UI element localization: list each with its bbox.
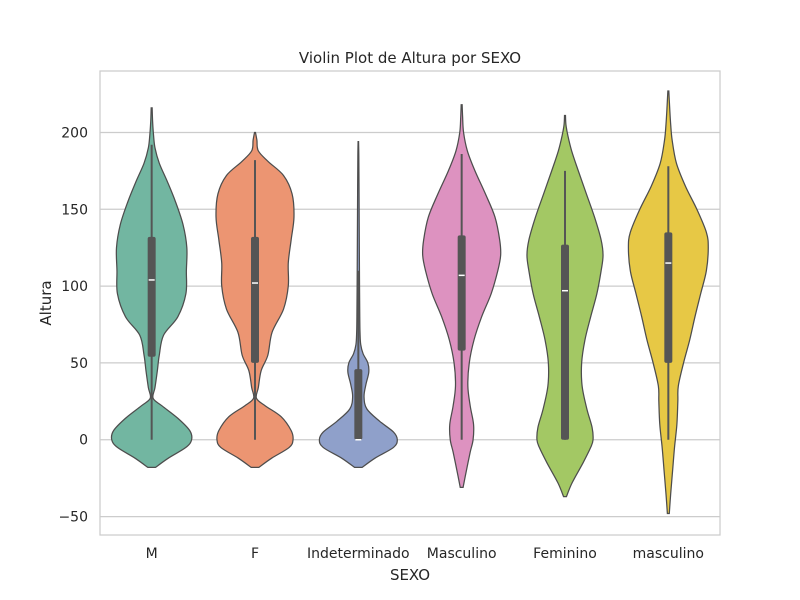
violin-iqr-box [147,236,156,357]
x-axis-label: SEXO [390,566,430,584]
violin-f [215,131,295,469]
violin-iqr-box [457,235,466,351]
violin-masculino [421,104,502,488]
y-tick-label: −50 [58,510,88,526]
violin-iqr-box [561,244,569,440]
y-tick-label: 200 [61,125,88,141]
x-tick-labels: M F Indeterminado Masculino Feminino masculin… [146,546,704,562]
y-tick-label: 100 [61,279,88,295]
x-tick-label: Masculino [427,546,497,562]
y-tick-label: 50 [70,356,88,372]
violin-iqr-box [354,369,363,440]
x-tick-label: F [251,546,259,562]
plot-frame [99,70,721,536]
x-tick-label: Indeterminado [307,546,410,562]
y-tick-label: 150 [61,202,88,218]
chart-title: Violin Plot de Altura por SEXO [299,49,521,67]
y-tick-label: 0 [79,433,88,449]
violin-indeterminado [318,141,398,469]
violin-feminino [526,114,604,498]
y-tick-labels: −50 0 50 100 150 200 [58,125,88,525]
violin-iqr-box [251,236,259,363]
violin-masculino [627,90,709,515]
x-tick-label: Feminino [533,546,597,562]
x-tick-label: M [146,546,158,562]
violin-m [110,107,193,469]
grid-lines [100,131,720,518]
violins [110,90,709,515]
x-tick-label: masculino [633,546,704,562]
violin-iqr-box [664,232,673,363]
y-axis-label: Altura [37,280,55,325]
